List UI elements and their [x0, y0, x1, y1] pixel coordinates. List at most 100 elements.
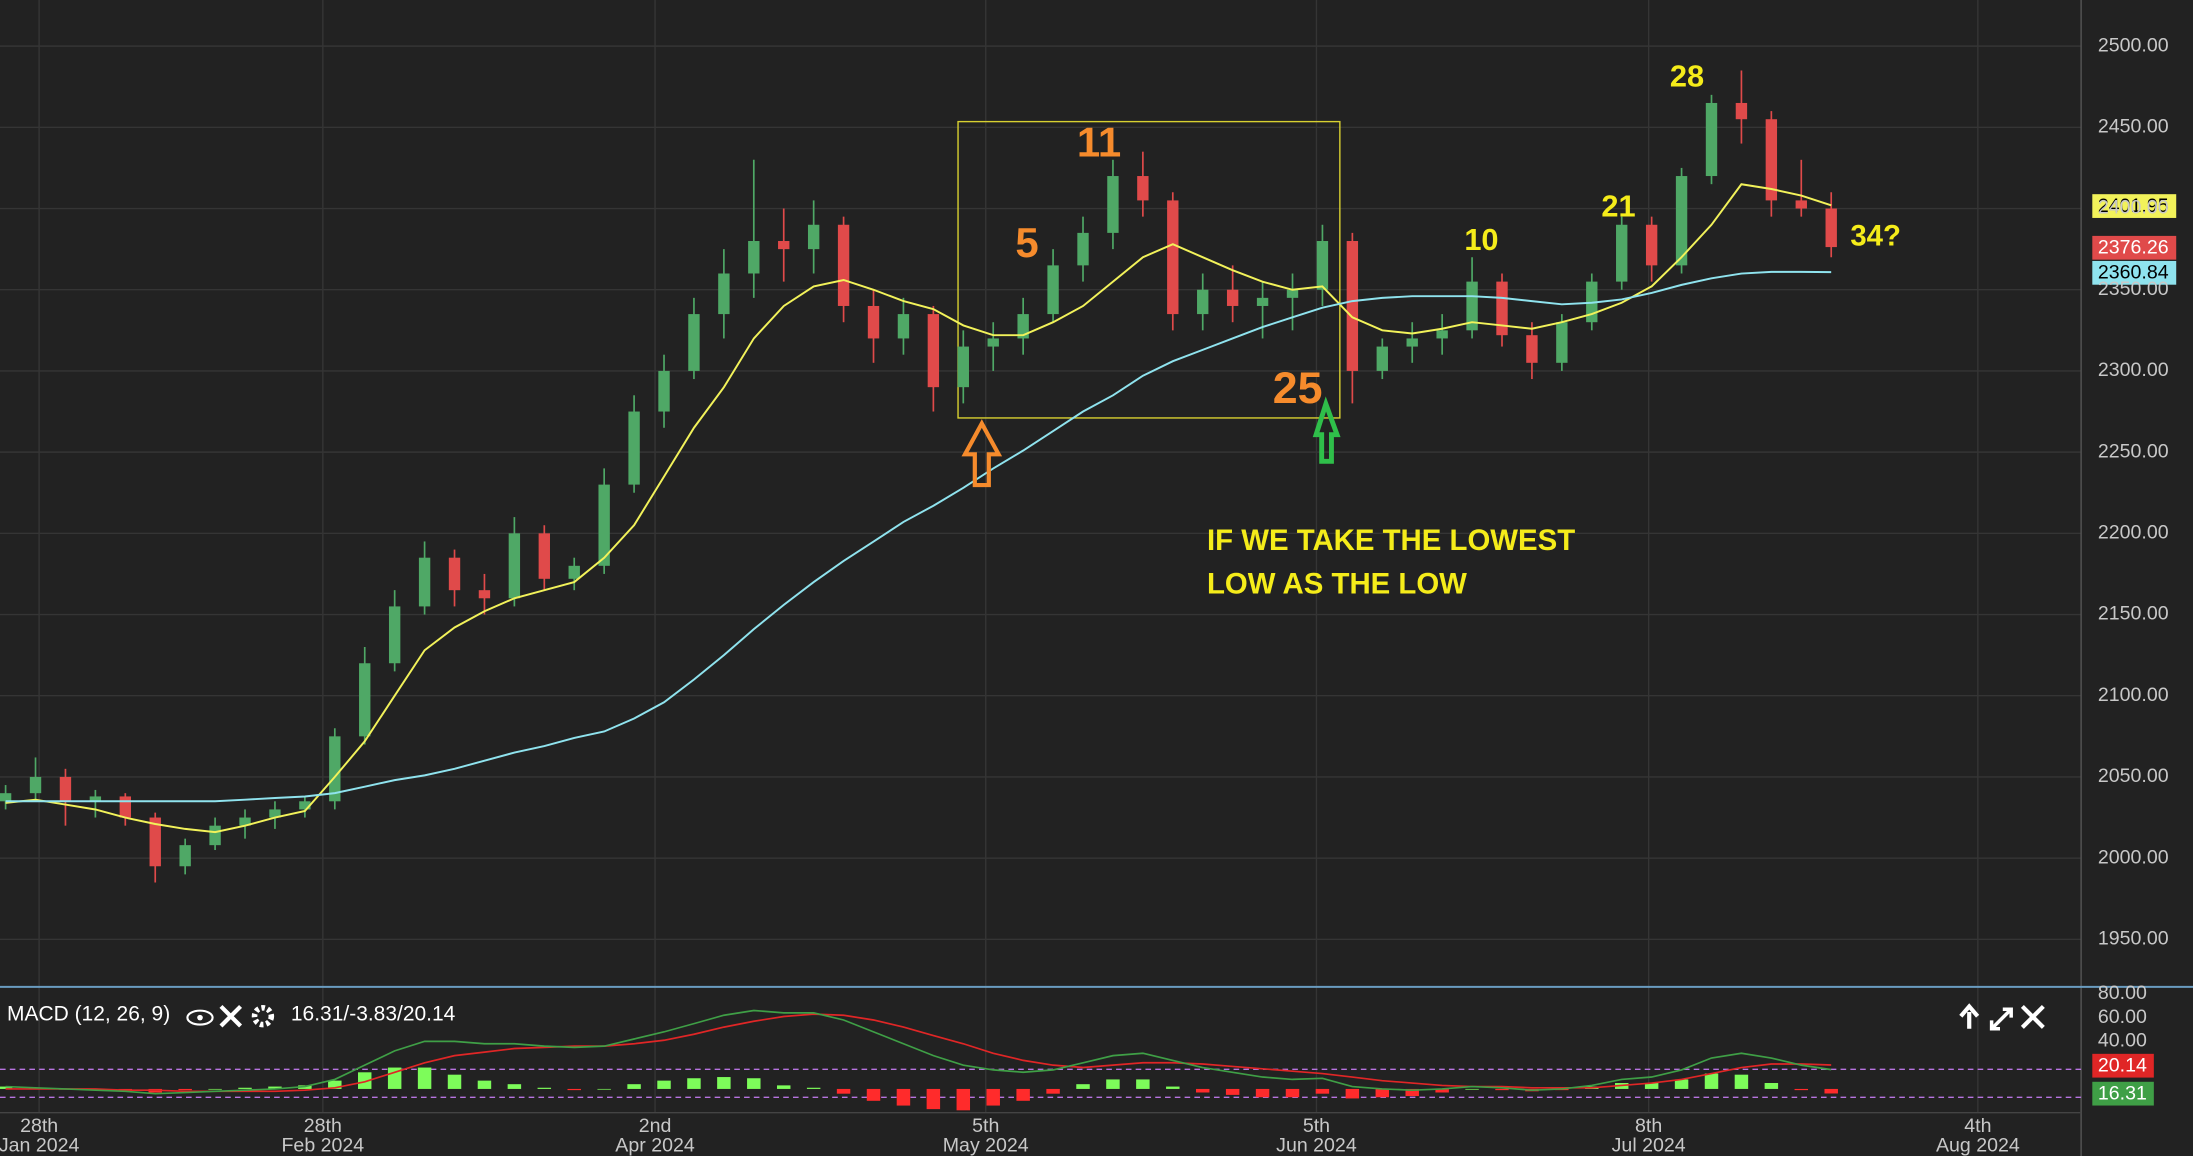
x-tick-label: Jul 2024 — [1612, 1134, 1686, 1156]
y-tick-label: 2250.00 — [2098, 440, 2169, 462]
candle-body — [718, 273, 730, 315]
candle-body — [1795, 200, 1807, 209]
histogram-bar — [1465, 1088, 1479, 1090]
candle-body — [119, 796, 131, 818]
annotation: 11 — [1077, 118, 1121, 165]
x-tick-label: Aug 2024 — [1936, 1134, 2020, 1156]
candle-body — [0, 793, 12, 802]
histogram-bar — [687, 1078, 701, 1089]
histogram-bar — [1734, 1074, 1749, 1089]
marks — [0, 70, 1838, 1111]
candle-body — [508, 533, 521, 599]
move-up-icon[interactable] — [1959, 1003, 1980, 1029]
histogram-bar — [1016, 1088, 1030, 1101]
candle-body — [1077, 232, 1089, 266]
histogram-bar — [1764, 1082, 1779, 1089]
candle-body — [1675, 176, 1688, 266]
annotation: 34? — [1850, 219, 1901, 252]
price-badges: 2401.95 2376.26 2360.84 20.14 16.31 — [2092, 194, 2177, 1106]
x-tick-label: May 2024 — [943, 1134, 1029, 1156]
annotation: IF WE TAKE THE LOWEST — [1207, 524, 1575, 557]
histogram-bar — [956, 1088, 971, 1111]
y-tick-label: 2450.00 — [2098, 115, 2169, 137]
x-tick-label: Jun 2024 — [1276, 1134, 1357, 1156]
candle-body — [29, 776, 42, 794]
candle-body — [1226, 289, 1239, 306]
price-badge-label: 2360.84 — [2098, 262, 2169, 284]
histogram-bar — [1824, 1088, 1838, 1094]
y-tick-label: 2300.00 — [2098, 359, 2169, 381]
histogram-bar — [507, 1084, 522, 1089]
indicator-icons — [186, 1003, 2045, 1031]
x-tick-label: 2nd — [639, 1115, 672, 1137]
annotations: 11 5 25 10 21 28 34? IF WE TAKE THE LOWEST LOW A… — [1015, 58, 1901, 600]
annotation: 28 — [1670, 58, 1704, 93]
candle-body — [1496, 281, 1508, 336]
candle-body — [149, 817, 161, 867]
grid — [0, 0, 2082, 1113]
candle-body — [927, 314, 940, 388]
histogram-bar — [986, 1088, 1000, 1106]
histogram-bar — [417, 1067, 432, 1089]
y-tick-label: 2100.00 — [2098, 684, 2169, 706]
eye-pupil — [197, 1014, 203, 1021]
candle-body — [1107, 176, 1119, 233]
histogram-bar — [627, 1084, 641, 1089]
settings-icon[interactable] — [251, 1005, 275, 1028]
histogram-bar — [1375, 1088, 1390, 1098]
y-tick-label: 80.00 — [2098, 982, 2147, 1004]
macd-line — [5, 1013, 1832, 1093]
histogram-bar — [1435, 1088, 1449, 1093]
histogram-bar — [358, 1072, 372, 1089]
histogram-bar — [597, 1088, 611, 1090]
price-badge — [2092, 235, 2177, 260]
candle-body — [89, 796, 102, 802]
candle-body — [1017, 314, 1029, 339]
macd-line — [5, 1009, 1832, 1095]
candle-body — [568, 565, 580, 579]
histogram-bar — [537, 1087, 552, 1089]
candle-body — [299, 801, 311, 810]
histogram-bar — [1136, 1079, 1150, 1089]
candle-body — [598, 484, 610, 566]
candle-body — [867, 305, 880, 339]
y-tick-label: 40.00 — [2098, 1030, 2147, 1052]
candle-body — [1645, 224, 1658, 266]
histogram-bar — [1315, 1088, 1330, 1094]
y-tick-label: 2150.00 — [2098, 603, 2169, 625]
histogram-bar — [1046, 1088, 1060, 1094]
candle-body — [1466, 281, 1478, 331]
candle-body — [748, 241, 760, 274]
x-tick-label: Jan 2024 — [0, 1134, 79, 1156]
macd-badge — [2092, 1053, 2154, 1078]
y-tick-label: 2350.00 — [2098, 278, 2169, 300]
candle-body — [269, 809, 281, 818]
histogram-bar — [747, 1078, 761, 1089]
histogram-bar — [1345, 1088, 1360, 1099]
candle-body — [1616, 224, 1628, 282]
annotation: 5 — [1015, 219, 1038, 266]
candle-body — [478, 590, 491, 599]
close-icon[interactable] — [219, 1004, 243, 1028]
candle-body — [1556, 322, 1568, 363]
annotation: 10 — [1464, 222, 1498, 257]
candle-body — [538, 533, 550, 579]
indicator-title: MACD (12, 26, 9) — [7, 1002, 170, 1025]
up-arrow-orange — [961, 419, 1003, 488]
candle-body — [1167, 200, 1179, 315]
maximize-icon[interactable] — [1989, 1007, 2013, 1031]
eye-icon[interactable] — [186, 1009, 214, 1026]
candle-body — [1316, 241, 1329, 290]
candle-body — [179, 845, 191, 867]
close-panel-icon[interactable] — [2020, 1004, 2045, 1029]
y-tick-label: 2000.00 — [2098, 846, 2169, 868]
histogram-bar — [208, 1088, 222, 1090]
histogram-bar — [447, 1074, 462, 1089]
histogram-bar — [0, 1086, 13, 1089]
candle-body — [1436, 330, 1448, 339]
candle-body — [1197, 289, 1209, 315]
candle-body — [658, 370, 670, 412]
x-tick-label: 5th — [972, 1115, 999, 1137]
candle-body — [448, 557, 461, 591]
